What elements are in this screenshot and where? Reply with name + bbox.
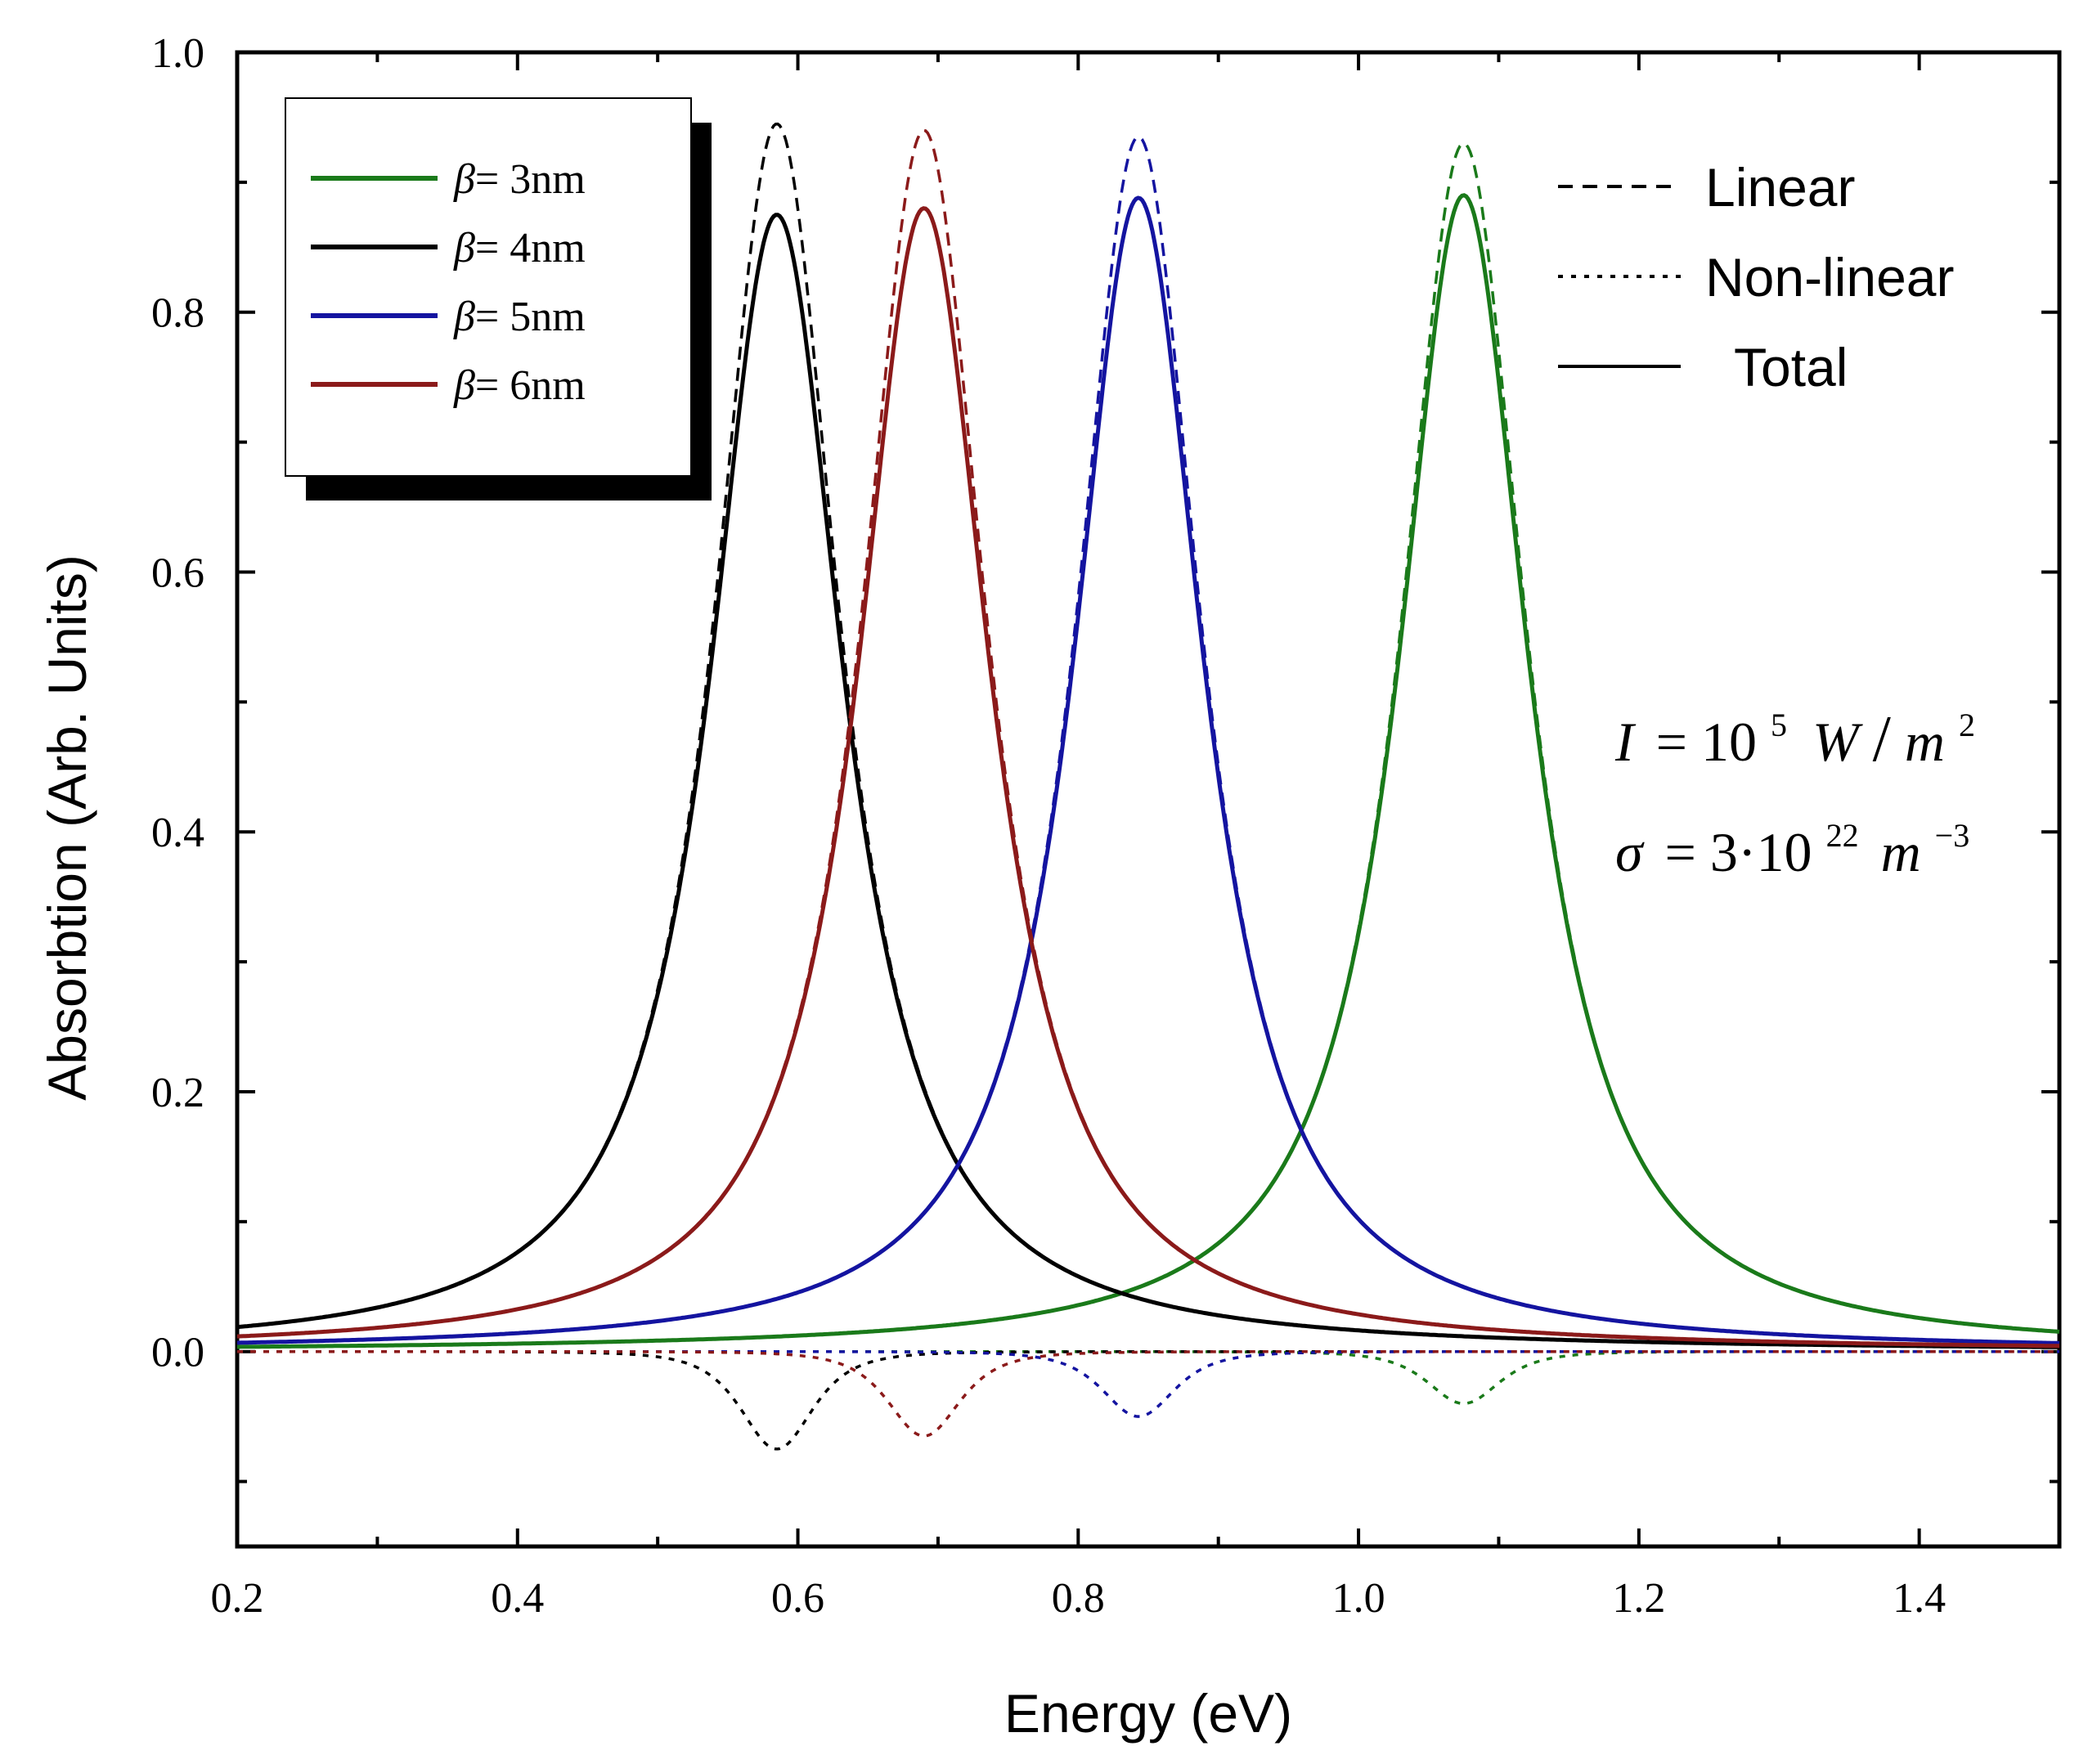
x-tick-label: 1.0 [1332,1575,1385,1622]
y-tick-label: 0.8 [151,290,204,337]
nonlinear-curve-6nm [237,1349,2059,1438]
intensity-symbol: I [1614,711,1637,773]
x-tick-label: 1.4 [1893,1575,1946,1622]
y-tick-label: 0.2 [151,1070,204,1116]
total-curve-4nm [236,213,2059,1349]
plot-frame [235,50,2062,1549]
legend-label: β= 5nm [453,294,586,340]
x-axis-title: Energy (eV) [1004,1683,1292,1744]
total-curve-6nm [236,206,2059,1349]
x-tick-label: 0.8 [1052,1575,1105,1622]
density-coefficient: 3·10 [1710,821,1812,883]
legend-box [285,97,692,477]
intensity-slash: / [1873,703,1892,775]
axis-ticks [236,51,2061,1546]
style-label-solid: Total [1734,337,1848,397]
legend-label: β= 4nm [453,225,586,272]
intensity-annotation: I = 10 5 W / m 2 [1614,686,1975,775]
chart-curves [236,122,2060,1451]
x-tick-label: 0.6 [771,1575,824,1622]
nonlinear-curve-5nm [237,1349,2059,1418]
legend-beta-symbol: β [453,294,475,340]
density-equals: = [1665,821,1696,883]
legend-label-text: = 5nm [475,294,586,340]
legend-beta-symbol: β [453,225,475,272]
legend-label: β= 3nm [453,156,586,203]
style-label-dashed: Linear [1705,157,1855,218]
legend-label-text: = 3nm [475,156,586,203]
density-annotation: σ = 3·10 22 m −3 [1615,797,1969,883]
y-tick-label: 0.4 [151,810,204,856]
legend-beta-symbol: β [453,156,475,203]
intensity-unit: W [1812,711,1863,773]
x-tick-label: 0.2 [211,1575,264,1622]
intensity-unit2: m [1905,711,1945,773]
y-tick-label: 0.0 [151,1330,204,1376]
x-tick-label: 1.2 [1612,1575,1665,1622]
style-label-dotted: Non-linear [1705,247,1954,307]
y-axis-title: Absorbtion (Arb. Units) [37,554,97,1101]
intensity-base: 10 [1701,711,1757,773]
y-tick-label: 0.6 [151,550,204,596]
nonlinear-curve-4nm [237,1349,2059,1451]
legend-label-text: = 6nm [475,362,586,409]
intensity-exponent: 5 [1771,707,1787,743]
total-curve-5nm [237,195,2060,1345]
legend-label: β= 6nm [453,362,586,409]
density-unit-exponent: −3 [1935,817,1970,854]
density-unit: m [1881,821,1921,883]
intensity-equals: = [1656,711,1687,773]
density-exponent: 22 [1826,817,1859,854]
y-tick-labels: 0.0 0.2 0.4 0.6 0.8 1.0 [151,30,204,1376]
line-style-legend: Linear Non-linear Total [1558,157,1954,397]
x-tick-label: 0.4 [491,1575,544,1622]
legend-beta-symbol: β [453,362,475,409]
legend-label-text: = 4nm [475,225,586,272]
intensity-unit2-exponent: 2 [1959,707,1975,743]
density-symbol: σ [1615,821,1645,883]
y-tick-label: 1.0 [151,30,204,77]
x-tick-labels: 0.2 0.4 0.6 0.8 1.0 1.2 1.4 [211,1575,1947,1622]
nonlinear-curve-3nm [237,1349,2059,1405]
total-curve-3nm [237,193,2060,1349]
